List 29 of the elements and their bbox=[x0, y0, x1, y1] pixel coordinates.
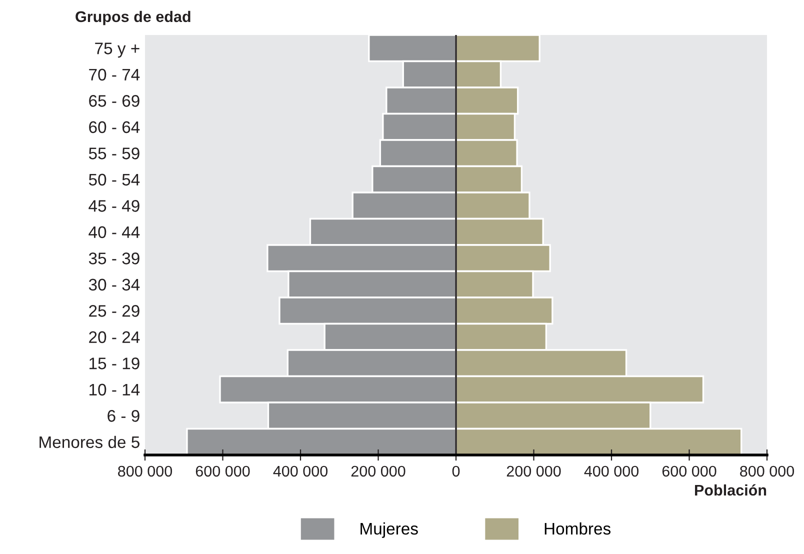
y-tick-label: 70 - 74 bbox=[89, 68, 140, 81]
x-tick-label: 200 000 bbox=[351, 466, 406, 477]
y-tick-label: 35 - 39 bbox=[88, 252, 140, 264]
x-tick-label: 600 000 bbox=[196, 466, 250, 477]
y-tick-label: 20 - 24 bbox=[89, 331, 140, 344]
x-tick-label: 600 000 bbox=[662, 466, 716, 477]
y-tick-label: 40 - 44 bbox=[88, 226, 140, 238]
y-tick-label: 6 - 9 bbox=[108, 410, 140, 422]
y-tick-label: 60 - 64 bbox=[89, 121, 140, 134]
y-tick-label: 15 - 19 bbox=[90, 358, 140, 370]
y-tick-label: 50 - 54 bbox=[88, 174, 140, 186]
x-tick-label: 200 000 bbox=[506, 466, 561, 477]
y-tick-label: 30 - 34 bbox=[88, 278, 140, 291]
x-tick-label: 0 bbox=[452, 466, 460, 477]
y-axis-title: Grupos de edad bbox=[76, 10, 190, 26]
y-tick-label: 65 - 69 bbox=[89, 95, 140, 107]
x-tick-label: 400 000 bbox=[584, 466, 639, 477]
x-tick-label: 800 000 bbox=[740, 466, 794, 477]
x-tick-label: 400 000 bbox=[273, 466, 328, 477]
y-tick-label: 10 - 14 bbox=[90, 384, 140, 396]
x-axis-title: Población bbox=[695, 484, 766, 496]
y-tick-label: 45 - 49 bbox=[88, 200, 140, 212]
y-tick-label: 55 - 59 bbox=[88, 148, 140, 160]
y-tick-label: Menores de 5 bbox=[40, 436, 140, 448]
y-tick-label: 75 y + bbox=[95, 42, 140, 58]
x-tick-label: 800 000 bbox=[118, 466, 172, 477]
legend-label: Hombres bbox=[544, 522, 611, 535]
legend-label: Mujeres bbox=[360, 522, 418, 538]
y-tick-label: 25 - 29 bbox=[89, 305, 140, 317]
